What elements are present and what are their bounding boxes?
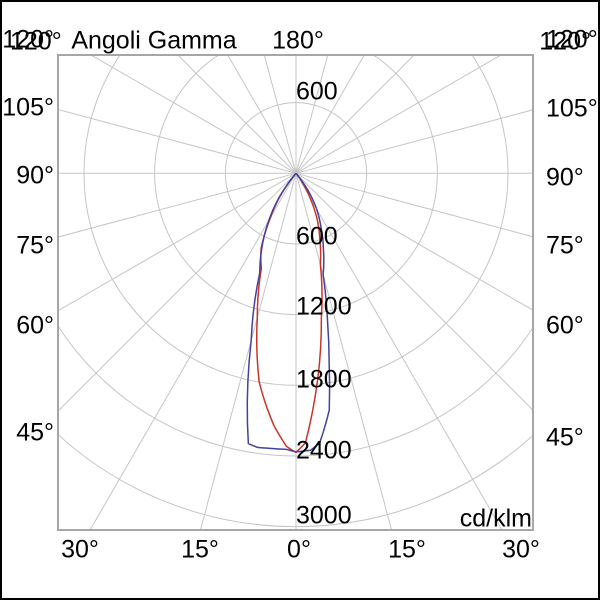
gamma-ray-line	[58, 109, 297, 174]
gamma-ray-line	[90, 55, 297, 174]
left-axis-label: 75°	[16, 231, 54, 260]
left-axis-label: 90°	[16, 161, 54, 190]
chart-title: Angoli Gamma	[71, 26, 237, 55]
gamma-ray-line	[199, 173, 297, 530]
gamma-ray-line	[176, 55, 297, 174]
gamma-ray-line	[58, 172, 297, 312]
gamma-ray-line	[89, 173, 297, 530]
gamma-ray-line	[263, 55, 297, 174]
top-right-angle-label: 120°	[539, 27, 591, 56]
right-axis-label: 105°	[546, 94, 598, 123]
gamma-ray-line	[295, 172, 533, 238]
ring-value-label: 600	[296, 77, 338, 106]
gamma-ray-line	[295, 55, 329, 174]
left-axis-label: 105°	[2, 93, 54, 122]
gamma-ray-line	[295, 172, 533, 311]
bottom-axis-label: 30°	[61, 535, 99, 564]
left-axis-label: 45°	[16, 418, 54, 447]
gamma-ray-line	[58, 172, 297, 413]
unit-label: cd/klm	[459, 504, 532, 533]
right-axis-label: 45°	[546, 423, 584, 452]
gamma-ray-line	[295, 109, 533, 174]
top-center-angle-label: 180°	[272, 26, 324, 55]
gamma-ray-line	[58, 172, 297, 238]
left-axis-label: 120°	[2, 25, 54, 54]
ring-value-label: 1200	[296, 292, 352, 321]
plot-border	[57, 54, 534, 531]
bottom-axis-label: 0°	[287, 535, 311, 564]
ring-value-label: 600	[296, 222, 338, 251]
curve-c90-c270	[246, 172, 331, 453]
bottom-axis-label: 15°	[388, 535, 426, 564]
top-left-angle-label: 120°	[10, 27, 62, 56]
bottom-axis-label: 15°	[181, 535, 219, 564]
gamma-ray-line	[227, 55, 297, 174]
ring-value-label: 3000	[296, 501, 352, 530]
bottom-axis-label: 30°	[502, 535, 540, 564]
ring-value-label: 2400	[296, 436, 352, 465]
gamma-ray-line	[295, 55, 502, 174]
right-axis-label: 120°	[546, 25, 598, 54]
gamma-ray-line	[295, 172, 533, 412]
right-axis-label: 90°	[546, 163, 584, 192]
ring-value-label: 1800	[296, 365, 352, 394]
right-axis-label: 60°	[546, 311, 584, 340]
left-axis-label: 60°	[16, 311, 54, 340]
gamma-ray-line	[295, 55, 416, 174]
gamma-ray-line	[295, 173, 503, 530]
gamma-ray-line	[295, 55, 365, 174]
right-axis-label: 75°	[546, 231, 584, 260]
